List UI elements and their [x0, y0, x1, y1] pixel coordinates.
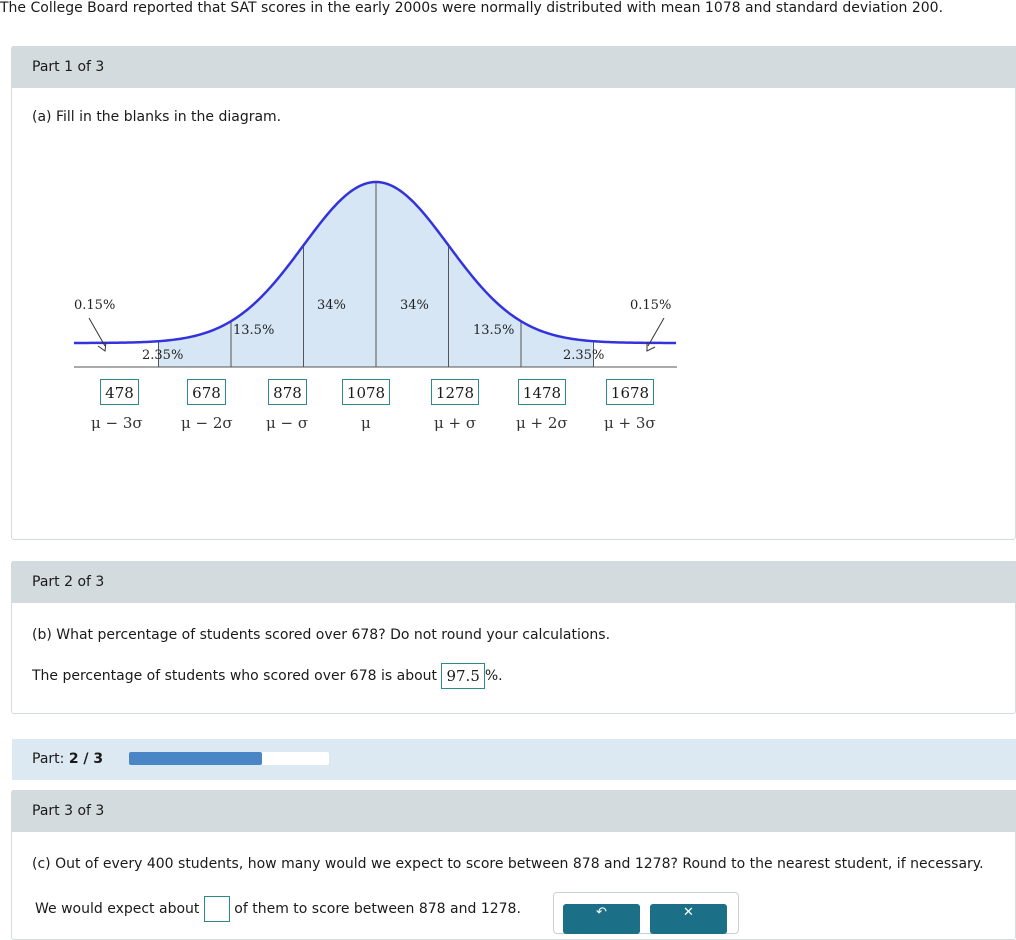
- pct-left-1: 13.5%: [233, 323, 274, 338]
- pct-right-2: 2.35%: [563, 348, 604, 363]
- pct-right-1: 13.5%: [473, 323, 514, 338]
- x-value-box-6[interactable]: 1478: [518, 379, 566, 405]
- pct-far-right: 0.15%: [630, 298, 671, 313]
- sigma-label-1: μ − 3σ: [91, 414, 143, 432]
- progress-track: [129, 752, 329, 765]
- x-value-box-7[interactable]: 1678: [606, 379, 654, 405]
- part3-answer-line: We would expect about of them to score b…: [35, 896, 521, 922]
- pct-far-left: 0.15%: [74, 298, 115, 313]
- pct-left-2: 2.35%: [142, 348, 183, 363]
- sigma-label-5: μ + σ: [434, 414, 477, 432]
- sigma-label-4: μ: [361, 414, 371, 432]
- part2-question: (b) What percentage of students scored o…: [32, 627, 611, 643]
- left-tail-arrow: [88, 317, 106, 347]
- x-value-box-3[interactable]: 878: [268, 379, 307, 405]
- undo-button[interactable]: ↶: [563, 904, 640, 934]
- part3-answer-suffix: of them to score between 878 and 1278.: [234, 901, 521, 917]
- undo-icon: ↶: [596, 905, 607, 920]
- sd-dividers: [158, 182, 594, 367]
- part1-panel: [11, 46, 1016, 540]
- answer-action-bar: ↶ ✕: [553, 892, 739, 934]
- pct-center-left: 34%: [317, 298, 346, 313]
- close-icon: ✕: [683, 905, 694, 920]
- part1-question: (a) Fill in the blanks in the diagram.: [32, 109, 282, 125]
- sigma-label-7: μ + 3σ: [604, 414, 656, 432]
- part2-answer-line: The percentage of students who scored ov…: [32, 663, 503, 689]
- part2-answer-suffix: %.: [484, 668, 503, 684]
- progress-fill: [129, 752, 263, 765]
- part3-question: (c) Out of every 400 students, how many …: [32, 856, 984, 872]
- pct-center-right: 34%: [400, 298, 429, 313]
- x-value-box-2[interactable]: 678: [187, 379, 226, 405]
- part3-answer-prefix: We would expect about: [35, 901, 200, 917]
- normal-curve: [74, 180, 676, 345]
- progress-strip: Part: 2 / 3: [12, 739, 1016, 780]
- part3-answer-input[interactable]: [203, 896, 230, 922]
- part2-answer-input[interactable]: 97.5: [441, 663, 485, 689]
- problem-statement: The College Board reported that SAT scor…: [0, 0, 944, 16]
- right-tail-arrowhead: [646, 342, 656, 352]
- progress-label: Part: 2 / 3: [32, 751, 104, 767]
- part2-header: Part 2 of 3: [12, 561, 1016, 603]
- part1-header: Part 1 of 3: [12, 46, 1016, 88]
- left-tail-arrowhead: [97, 341, 107, 352]
- sigma-label-3: μ − σ: [266, 414, 309, 432]
- progress-value: 2 / 3: [68, 751, 104, 767]
- x-value-box-5[interactable]: 1278: [431, 379, 479, 405]
- normal-curve-diagram: 0.15% 2.35% 13.5% 34% 34% 13.5% 2.35% 0.…: [74, 180, 677, 368]
- part3-header: Part 3 of 3: [12, 790, 1016, 832]
- clear-button[interactable]: ✕: [650, 904, 727, 934]
- x-value-box-4[interactable]: 1078: [342, 379, 390, 405]
- right-tail-arrow: [647, 317, 665, 347]
- sigma-label-6: μ + 2σ: [516, 414, 568, 432]
- sigma-label-2: μ − 2σ: [181, 414, 233, 432]
- x-value-box-1[interactable]: 478: [100, 379, 139, 405]
- part2-answer-prefix: The percentage of students who scored ov…: [32, 668, 438, 684]
